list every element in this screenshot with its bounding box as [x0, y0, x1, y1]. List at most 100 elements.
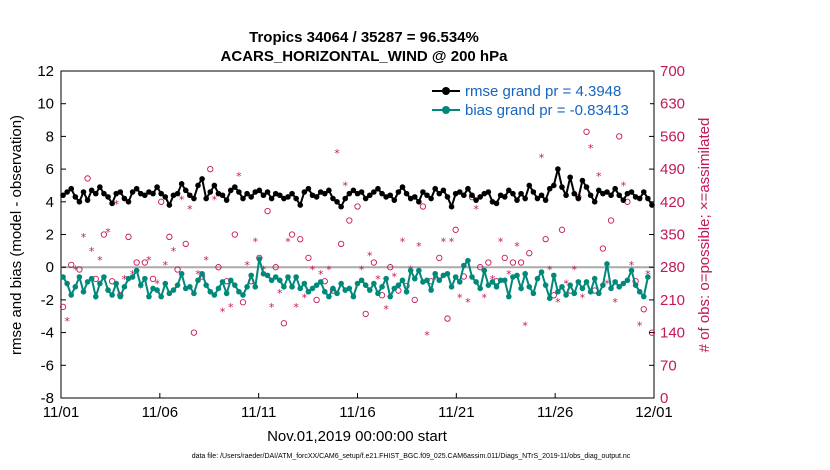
- obs-possible-point: [616, 133, 623, 140]
- obs-assimilated-point: *: [64, 315, 70, 328]
- bias-point: [473, 279, 479, 285]
- rmse-point: [440, 187, 447, 194]
- obs-assimilated-point: *: [547, 264, 553, 277]
- x-tick-label: 11/11: [241, 404, 276, 421]
- rmse-point: [232, 184, 238, 190]
- obs-assimilated-point: *: [572, 264, 578, 277]
- obs-possible-point: [517, 259, 525, 266]
- rmse-point: [223, 197, 230, 203]
- bias-point: [285, 274, 291, 280]
- legend: rmse grand pr = 4.3948 bias grand pr = -…: [428, 79, 650, 124]
- bias-point: [223, 290, 230, 297]
- rmse-point: [191, 195, 197, 202]
- bias-point: [113, 280, 120, 287]
- bias-point: [497, 277, 504, 284]
- obs-possible-point: [444, 315, 451, 322]
- x-tick-label: 11/16: [339, 404, 375, 421]
- rmse-point: [403, 190, 410, 197]
- rmse-point: [424, 192, 430, 199]
- rmse-point: [608, 192, 614, 199]
- obs-assimilated-point: *: [179, 193, 185, 206]
- obs-assimilated-point: *: [285, 236, 291, 249]
- obs-possible-point: [313, 296, 320, 304]
- bias-point: [117, 293, 124, 300]
- rmse-point: [88, 187, 95, 194]
- obs-assimilated-point: *: [310, 264, 316, 277]
- y-tick-label: 4: [46, 194, 54, 211]
- bias-point: [195, 277, 201, 284]
- y-right-tick-label: 700: [660, 63, 685, 80]
- obs-assimilated-point: *: [228, 301, 234, 314]
- obs-assimilated-point: *: [612, 296, 618, 309]
- rmse-point: [166, 202, 173, 208]
- rmse-point: [555, 166, 561, 172]
- bias-point: [326, 293, 332, 300]
- rmse-point: [321, 190, 328, 197]
- y-tick-label: -4: [41, 325, 54, 342]
- obs-possible-point: [607, 217, 615, 224]
- rmse-point: [207, 189, 214, 195]
- y-tick-label: 0: [46, 259, 54, 276]
- rmse-point: [125, 199, 132, 205]
- x-axis-label: Nov.01,2019 00:00:00 start: [267, 428, 448, 445]
- obs-assimilated-point: *: [293, 301, 299, 314]
- bias-point: [252, 284, 259, 290]
- bias-point: [383, 275, 389, 282]
- rmse-point: [526, 182, 533, 189]
- bias-point: [485, 282, 492, 288]
- bias-point: [272, 274, 279, 280]
- bias-point: [551, 272, 557, 279]
- bias-point: [432, 270, 439, 277]
- y-right-tick-label: 140: [660, 325, 685, 342]
- rmse-point: [264, 189, 271, 195]
- y-tick-label: -6: [41, 357, 54, 374]
- bias-point: [174, 282, 181, 288]
- rmse-point: [371, 189, 377, 195]
- rmse-point: [150, 190, 156, 197]
- obs-assimilated-point: *: [122, 273, 128, 286]
- bias-point: [215, 285, 222, 292]
- rmse-point: [538, 192, 545, 199]
- obs-assimilated-point: *: [261, 264, 267, 277]
- y-axis-label: rmse and bias (model - observation): [8, 115, 25, 355]
- bias-point: [203, 282, 209, 288]
- obs-assimilated-point: *: [637, 320, 643, 333]
- obs-possible-point: [272, 264, 279, 271]
- rmse-point: [276, 192, 283, 199]
- rmse-point: [420, 189, 426, 195]
- bias-point: [76, 274, 83, 280]
- rmse-point: [542, 197, 549, 203]
- obs-assimilated-point: *: [220, 306, 226, 319]
- rmse-point: [227, 187, 234, 194]
- bias-point: [309, 285, 316, 292]
- obs-possible-point: [558, 226, 566, 233]
- legend-rmse-label: rmse grand pr = 4.3948: [465, 83, 621, 100]
- bias-point: [276, 277, 283, 284]
- obs-possible-point: [280, 320, 288, 327]
- rmse-point: [493, 200, 500, 207]
- rmse-point: [260, 192, 267, 199]
- rmse-point: [64, 189, 70, 195]
- y-tick-label: 10: [37, 96, 54, 113]
- x-tick-label: 11/06: [142, 404, 178, 421]
- rmse-point: [436, 190, 443, 197]
- rmse-point: [518, 190, 524, 197]
- obs-possible-point: [84, 175, 91, 182]
- bias-point: [301, 280, 308, 287]
- rmse-point: [105, 194, 111, 200]
- bias-series-layer: [60, 256, 651, 302]
- obs-assimilated-point: *: [212, 193, 218, 206]
- rmse-point: [362, 195, 369, 202]
- rmse-point: [416, 199, 422, 205]
- obs-possible-point: [526, 250, 533, 257]
- obs-possible-point: [166, 233, 173, 240]
- bias-point: [477, 285, 483, 292]
- rmse-point: [375, 185, 381, 192]
- bias-point: [395, 282, 402, 288]
- bias-point: [84, 279, 91, 285]
- obs-possible-point: [337, 240, 345, 247]
- rmse-point: [244, 190, 250, 197]
- rmse-point: [636, 195, 643, 202]
- bias-point: [317, 279, 324, 285]
- obs-possible-point: [207, 165, 214, 173]
